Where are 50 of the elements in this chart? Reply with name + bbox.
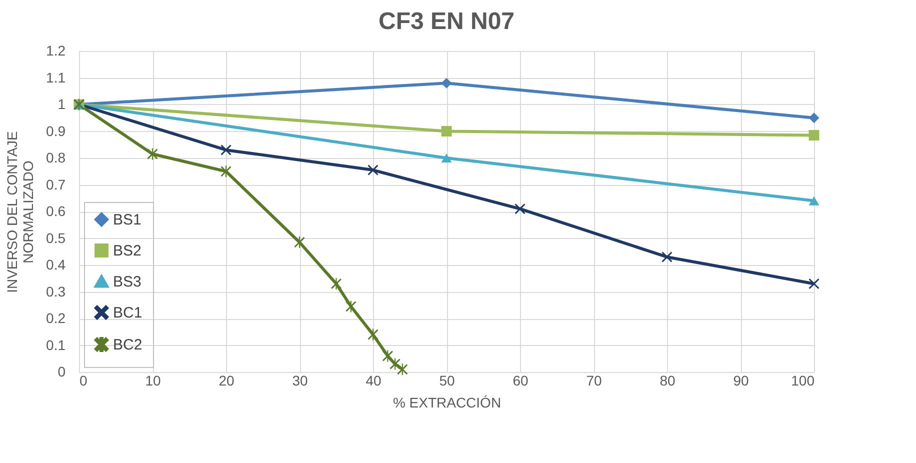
legend-label: BC2 [113,336,142,354]
y-tick-label: 0.7 [46,176,66,192]
point [441,78,452,88]
legend-label: BS2 [113,242,142,260]
x-axis-title: % EXTRACCIÓN [392,394,502,410]
y-axis-title: INVERSO DEL CONTAJE NORMALIZADO [4,131,36,293]
x-tick-label: 0 [80,372,88,388]
x-tick-label: 50 [439,372,455,388]
point [346,300,356,312]
point [808,196,820,206]
y-tick-label: 1.1 [46,69,66,86]
point [662,252,672,262]
y-tick-label: 0.9 [46,122,66,139]
point [397,364,408,376]
point [220,166,232,178]
point [368,328,378,340]
y-tick-label: 0.4 [46,256,66,272]
point [368,164,378,176]
point [220,144,232,156]
y-tick-label: 1 [58,96,66,112]
y-tick-label: 0.1 [46,336,66,353]
x-tick-label: 10 [145,372,161,388]
y-tick-label: 0.6 [46,203,66,219]
x-tick-label: 40 [366,372,382,388]
point [808,112,820,124]
point [390,358,400,370]
point [147,148,158,160]
x-tick-label: 80 [660,372,676,388]
y-tick-label: 0.3 [46,283,66,300]
legend-label: BC1 [113,304,142,322]
y-tick-label: 1.2 [46,42,66,58]
chart-title: CF3 EN N07 [378,8,515,35]
point [331,278,342,290]
y-tick-label: 0.8 [46,150,66,166]
point [514,204,526,214]
x-tick-label: 100 [791,372,815,388]
point [808,278,820,289]
legend-label: BS1 [113,212,142,228]
point [294,236,305,248]
x-tick-label: 60 [512,372,528,388]
point [441,126,452,136]
x-tick-label: 20 [218,372,234,388]
point [441,153,452,163]
x-tick-label: 90 [733,372,749,388]
x-tick-label: 30 [292,372,308,388]
legend-label: BS3 [113,274,142,290]
x-tick-label: 70 [586,372,602,388]
y-tick-label: 0.5 [46,230,66,246]
y-tick-label: 0.2 [46,310,66,326]
point [808,130,820,141]
